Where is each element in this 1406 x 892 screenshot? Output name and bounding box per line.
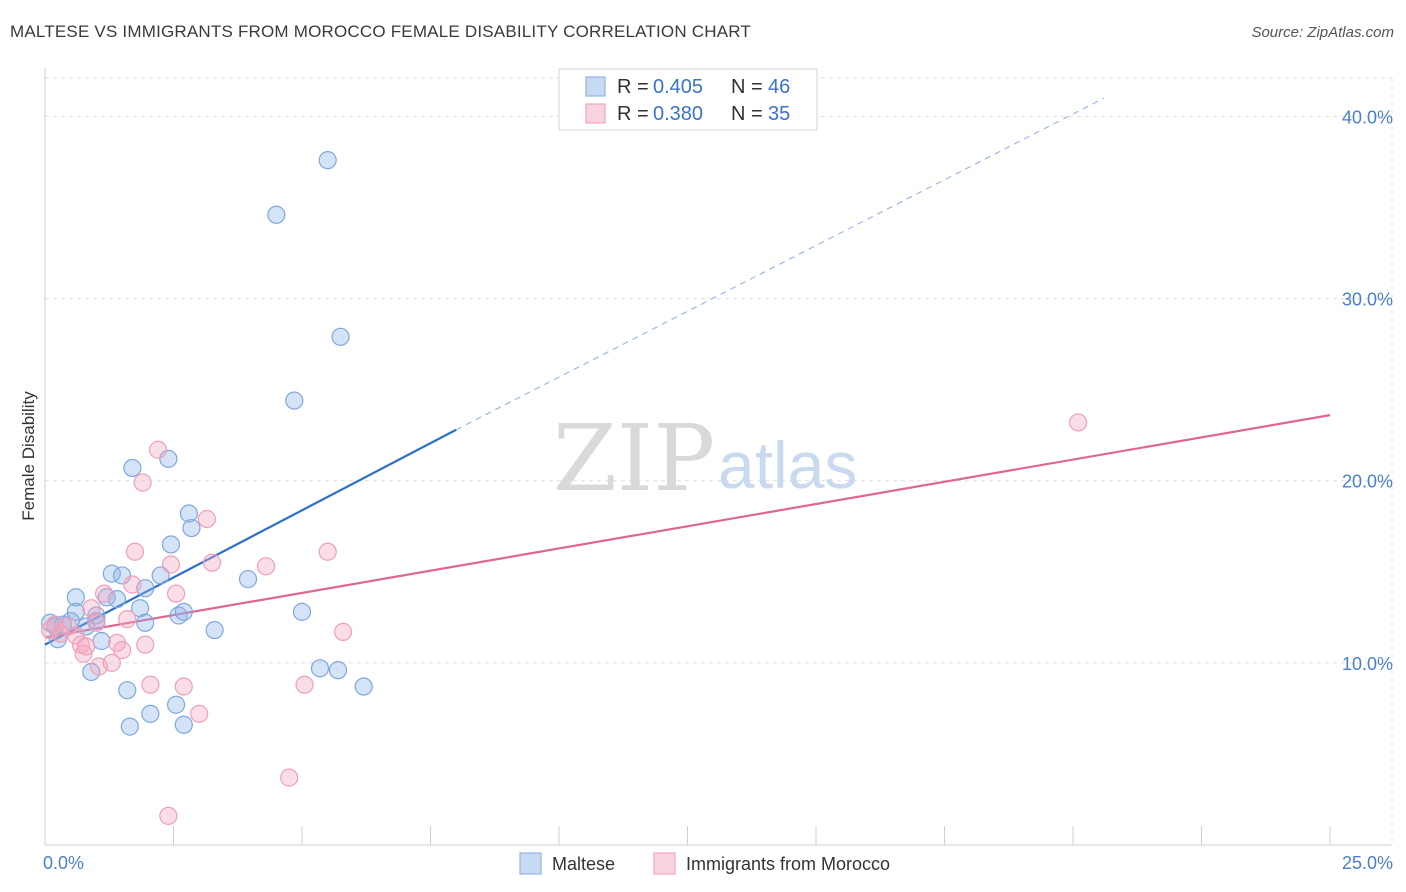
- point-maltese-39: [328, 661, 348, 680]
- point-maltese-36: [292, 602, 312, 621]
- point-maltese-29: [174, 715, 193, 734]
- watermark-zip: ZIP: [553, 405, 715, 512]
- bottom-legend-swatch-1: [653, 852, 676, 875]
- point-maltese-22: [141, 704, 160, 723]
- point-maltese-17: [120, 717, 139, 736]
- point-maltese-15: [112, 566, 132, 585]
- point-morocco-21: [148, 440, 168, 459]
- point-morocco-7: [77, 637, 96, 656]
- legend-box: R = 0.405 N = 46 R = 0.380 N = 35: [558, 68, 818, 131]
- point-maltese-35: [285, 391, 304, 410]
- point-morocco-15: [118, 610, 137, 629]
- legend-r-label-0: R =: [617, 76, 649, 98]
- y-tick-label-0: 10.0%: [1342, 654, 1393, 674]
- y-axis-title-text: Female Disability: [19, 391, 38, 521]
- watermark: ZIP atlas: [553, 405, 857, 512]
- legend-swatch-0: [585, 76, 606, 97]
- point-morocco-20: [141, 675, 160, 694]
- axes: 10.0% 20.0% 30.0% 40.0% 0.0% 25.0%: [43, 68, 1393, 873]
- point-maltese-41: [354, 677, 373, 696]
- point-morocco-9: [87, 613, 106, 632]
- data-points: [41, 151, 1088, 825]
- point-maltese-30: [179, 504, 199, 523]
- watermark-atlas: atlas: [718, 428, 857, 502]
- bottom-legend-label-0: Maltese: [552, 854, 615, 874]
- point-morocco-0: [41, 620, 60, 640]
- point-maltese-20: [136, 613, 155, 632]
- point-maltese-32: [205, 620, 224, 640]
- trend-line-1: [44, 414, 1331, 639]
- legend-n-label-1: N =: [731, 103, 763, 125]
- legend-r-label-1: R =: [617, 103, 649, 125]
- x-tick-label-1: 25.0%: [1342, 853, 1393, 873]
- point-maltese-28: [174, 602, 193, 621]
- point-morocco-31: [295, 675, 314, 694]
- point-morocco-18: [133, 473, 152, 492]
- bottom-legend-swatch-0: [519, 852, 542, 875]
- point-maltese-26: [166, 695, 186, 714]
- point-maltese-33: [238, 569, 258, 589]
- point-morocco-17: [125, 542, 145, 561]
- point-morocco-6: [74, 644, 93, 663]
- point-morocco-22: [159, 806, 178, 825]
- point-morocco-27: [197, 509, 217, 529]
- trend-lines: [44, 97, 1331, 646]
- point-maltese-37: [310, 659, 330, 678]
- y-axis-title: Female Disability: [19, 391, 38, 521]
- point-morocco-23: [161, 555, 181, 574]
- bottom-legend: Maltese Immigrants from Morocco: [519, 852, 890, 875]
- legend-n-value-1: 35: [768, 103, 790, 125]
- legend-n-label-0: N =: [731, 76, 763, 98]
- y-tick-label-1: 20.0%: [1342, 472, 1393, 492]
- point-morocco-24: [166, 584, 186, 603]
- point-maltese-11: [92, 631, 111, 651]
- point-morocco-2: [51, 624, 70, 643]
- point-morocco-19: [136, 635, 155, 654]
- trend-line-extension-0: [455, 97, 1105, 431]
- point-morocco-32: [318, 542, 337, 561]
- trend-line-0: [44, 428, 457, 646]
- point-morocco-14: [112, 641, 132, 660]
- point-maltese-38: [318, 151, 337, 170]
- point-morocco-25: [174, 677, 193, 696]
- x-tick-label-0: 0.0%: [43, 853, 84, 873]
- y-tick-label-3: 40.0%: [1342, 107, 1393, 127]
- point-maltese-31: [182, 518, 201, 538]
- legend-r-value-0: 0.405: [653, 76, 703, 98]
- point-maltese-24: [159, 449, 178, 468]
- point-morocco-28: [202, 553, 222, 572]
- point-maltese-6: [66, 588, 85, 607]
- bottom-legend-label-1: Immigrants from Morocco: [686, 854, 890, 874]
- point-morocco-16: [123, 575, 142, 594]
- point-maltese-25: [161, 535, 181, 554]
- point-morocco-30: [280, 768, 299, 787]
- point-morocco-3: [59, 617, 78, 636]
- point-morocco-33: [334, 622, 353, 641]
- point-morocco-26: [190, 704, 209, 723]
- point-maltese-18: [123, 458, 142, 478]
- point-morocco-12: [102, 653, 121, 672]
- point-maltese-40: [331, 327, 350, 346]
- point-maltese-16: [118, 681, 137, 700]
- point-morocco-34: [1069, 413, 1088, 432]
- chart-title: MALTESE VS IMMIGRANTS FROM MOROCCO FEMAL…: [10, 22, 751, 41]
- point-morocco-11: [95, 584, 114, 603]
- point-maltese-5: [66, 602, 85, 621]
- y-tick-label-2: 30.0%: [1342, 290, 1393, 310]
- point-maltese-34: [267, 205, 286, 224]
- legend-n-value-0: 46: [768, 76, 790, 98]
- legend-r-value-1: 0.380: [653, 103, 703, 125]
- point-morocco-29: [256, 557, 276, 576]
- source-label: Source: ZipAtlas.com: [1251, 24, 1394, 41]
- legend-swatch-1: [585, 103, 606, 124]
